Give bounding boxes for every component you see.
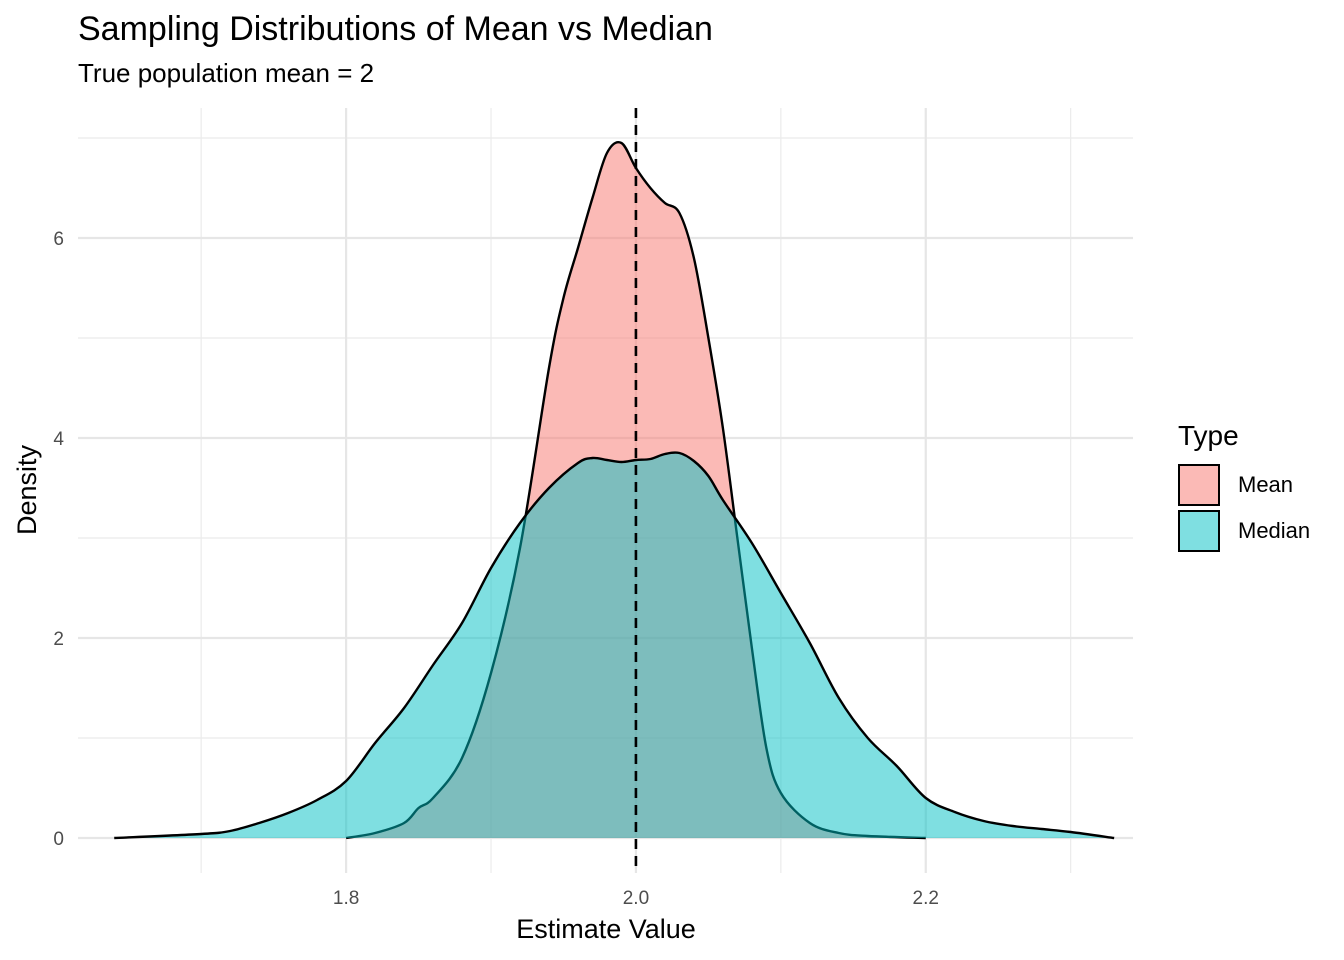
density-area-median [114, 452, 1115, 838]
y-tick-label: 4 [53, 429, 64, 450]
legend-label-median: Median [1238, 518, 1311, 543]
legend-item-median: Median [1178, 508, 1310, 554]
x-tick-label: 2.2 [913, 888, 939, 909]
y-tick-label: 6 [53, 229, 64, 250]
x-tick-label: 1.8 [333, 888, 359, 909]
legend-title: Type [1178, 420, 1239, 451]
chart-title: Sampling Distributions of Mean vs Median [78, 10, 713, 48]
x-tick-label: 2.0 [623, 888, 649, 909]
tick-labels: 1.8 2.0 2.2 0 2 4 6 [53, 229, 939, 909]
chart-subtitle: True population mean = 2 [78, 58, 375, 88]
y-tick-label: 2 [53, 629, 64, 650]
y-tick-label: 0 [53, 829, 64, 850]
legend-label-mean: Mean [1238, 472, 1294, 497]
density-curve-median [114, 451, 1115, 840]
legend: Type Mean Median [1178, 420, 1310, 554]
legend-swatch-median [1178, 510, 1220, 552]
density-areas [114, 141, 1115, 840]
legend-item-mean: Mean [1178, 462, 1310, 508]
x-axis-label: Estimate Value [516, 914, 696, 944]
y-axis-label: Density [12, 444, 42, 535]
legend-swatch-mean [1178, 464, 1220, 506]
